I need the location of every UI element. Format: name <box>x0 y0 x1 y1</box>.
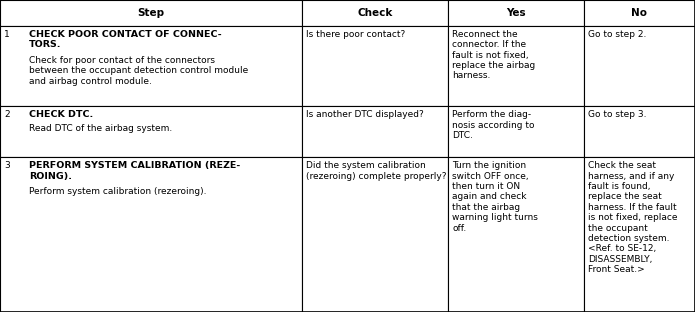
Text: Go to step 3.: Go to step 3. <box>588 110 646 119</box>
Bar <box>302 157 448 312</box>
Bar <box>448 26 584 106</box>
Text: Step: Step <box>138 8 165 18</box>
Text: 3: 3 <box>4 161 10 170</box>
Text: Yes: Yes <box>506 8 526 18</box>
Bar <box>302 0 448 26</box>
Bar <box>584 26 695 106</box>
Text: Check the seat
harness, and if any
fault is found,
replace the seat
harness. If : Check the seat harness, and if any fault… <box>588 161 678 274</box>
Text: Turn the ignition
switch OFF once,
then turn it ON
again and check
that the airb: Turn the ignition switch OFF once, then … <box>452 161 538 233</box>
Text: Did the system calibration
(rezeroing) complete properly?: Did the system calibration (rezeroing) c… <box>306 161 447 181</box>
Text: 2: 2 <box>4 110 10 119</box>
Text: Is another DTC displayed?: Is another DTC displayed? <box>306 110 424 119</box>
Text: PERFORM SYSTEM CALIBRATION (REZE-
ROING).: PERFORM SYSTEM CALIBRATION (REZE- ROING)… <box>29 161 240 181</box>
Text: Reconnect the
connector. If the
fault is not fixed,
replace the airbag
harness.: Reconnect the connector. If the fault is… <box>452 30 536 80</box>
Text: Perform system calibration (rezeroing).: Perform system calibration (rezeroing). <box>29 187 207 196</box>
Bar <box>448 0 584 26</box>
Text: CHECK POOR CONTACT OF CONNEC-
TORS.: CHECK POOR CONTACT OF CONNEC- TORS. <box>29 30 222 49</box>
Bar <box>0 0 302 26</box>
Text: Is there poor contact?: Is there poor contact? <box>306 30 406 39</box>
Bar <box>302 106 448 157</box>
Text: No: No <box>631 8 648 18</box>
Bar <box>448 157 584 312</box>
Bar <box>302 26 448 106</box>
Bar <box>0 106 302 157</box>
Text: Read DTC of the airbag system.: Read DTC of the airbag system. <box>29 124 172 133</box>
Bar <box>584 0 695 26</box>
Bar <box>584 157 695 312</box>
Text: 1: 1 <box>4 30 10 39</box>
Text: Go to step 2.: Go to step 2. <box>588 30 646 39</box>
Bar <box>0 157 302 312</box>
Text: Perform the diag-
nosis according to
DTC.: Perform the diag- nosis according to DTC… <box>452 110 534 140</box>
Text: Check for poor contact of the connectors
between the occupant detection control : Check for poor contact of the connectors… <box>29 56 249 86</box>
Text: Check: Check <box>358 8 393 18</box>
Bar <box>448 106 584 157</box>
Text: CHECK DTC.: CHECK DTC. <box>29 110 94 119</box>
Bar <box>584 106 695 157</box>
Bar <box>0 26 302 106</box>
